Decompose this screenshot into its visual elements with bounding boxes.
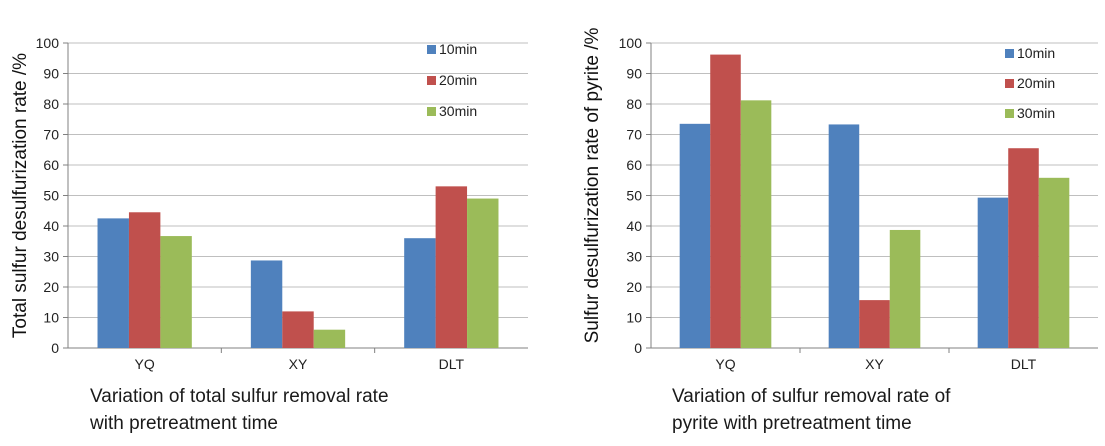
y-axis-title: Sulfur desulfurization rate of pyrite /%: [582, 28, 603, 344]
bar-yq-10min: [97, 218, 129, 348]
legend-label-20min: 20min: [439, 72, 477, 88]
legend-label-10min: 10min: [439, 41, 477, 57]
y-tick-label: 10: [626, 310, 642, 326]
legend-label-20min: 20min: [1017, 75, 1055, 91]
chart-caption: Variation of sulfur removal rate of pyri…: [672, 383, 1067, 437]
bar-xy-30min: [313, 329, 346, 348]
y-tick-label: 80: [626, 96, 642, 112]
y-tick-label: 70: [43, 127, 59, 143]
y-tick-label: 40: [626, 218, 642, 234]
y-tick-label: 60: [626, 157, 642, 173]
x-tick-label: DLT: [1011, 356, 1037, 372]
y-tick-label: 80: [43, 96, 59, 112]
y-tick-label: 30: [626, 249, 642, 265]
chart-caption: Variation of total sulfur removal rate w…: [90, 383, 470, 437]
bar-dlt-20min: [435, 186, 468, 348]
legend-swatch-10min: [427, 45, 436, 54]
x-tick-label: DLT: [439, 356, 465, 372]
bar-yq-20min: [710, 54, 741, 349]
y-tick-label: 20: [43, 279, 59, 295]
legend-label-30min: 30min: [439, 103, 477, 119]
legend-swatch-20min: [427, 76, 436, 85]
bar-dlt-10min: [404, 238, 436, 348]
y-tick-label: 10: [43, 310, 59, 326]
caption-line-2: pyrite with pretreatment time: [672, 413, 912, 434]
chart-pyrite-sulfur: 0 10 20 30 40 50 60 70 80 90 100 YQ XY DLT Sulfur desu…: [582, 28, 1098, 372]
y-tick-label: 0: [51, 340, 59, 356]
y-tick-label: 50: [626, 188, 642, 204]
legend-label-10min: 10min: [1017, 45, 1055, 61]
y-tick-label: 40: [43, 218, 59, 234]
bar-dlt-20min: [1008, 148, 1039, 348]
bar-xy-30min: [889, 229, 921, 348]
chart-panel-total-sulfur: 0 10 20 30 40 50 60 70 80 90 100 YQ XY DLT Total sulfu…: [10, 35, 528, 437]
legend-swatch-10min: [1005, 49, 1014, 58]
chart-total-sulfur: 0 10 20 30 40 50 60 70 80 90 100 YQ XY DLT Total sulfu…: [10, 35, 528, 372]
y-tick-label: 20: [626, 279, 642, 295]
y-axis-title: Total sulfur desulfurization rate /%: [10, 53, 31, 338]
y-tick-label: 90: [626, 66, 642, 82]
y-tick-label: 100: [36, 35, 60, 51]
bar-xy-20min: [282, 311, 314, 348]
bar-yq-10min: [679, 123, 711, 348]
y-tick-label: 70: [626, 127, 642, 143]
x-tick-label: XY: [865, 356, 884, 372]
bar-xy-10min: [250, 260, 283, 348]
caption-line-1: Variation of sulfur removal rate of: [672, 386, 951, 407]
bar-yq-30min: [160, 236, 192, 348]
legend-swatch-20min: [1005, 79, 1014, 88]
bar-dlt-30min: [467, 198, 499, 348]
y-tick-label: 100: [619, 35, 643, 51]
bar-dlt-10min: [977, 197, 1009, 348]
caption-line-2: with pretreatment time: [90, 413, 278, 434]
bar-yq-20min: [128, 212, 161, 348]
bar-xy-20min: [859, 300, 890, 348]
legend-label-30min: 30min: [1017, 105, 1055, 121]
bar-yq-30min: [740, 100, 772, 348]
bar-dlt-30min: [1038, 177, 1070, 348]
x-tick-label: XY: [289, 356, 308, 372]
y-tick-label: 50: [43, 188, 59, 204]
y-tick-label: 60: [43, 157, 59, 173]
caption-line-1: Variation of total sulfur removal rate: [90, 386, 389, 407]
y-tick-label: 90: [43, 66, 59, 82]
bar-xy-10min: [828, 124, 860, 348]
x-tick-label: YQ: [135, 356, 155, 372]
y-tick-label: 30: [43, 249, 59, 265]
legend-swatch-30min: [427, 107, 436, 116]
legend-swatch-30min: [1005, 109, 1014, 118]
x-tick-label: YQ: [715, 356, 735, 372]
chart-panel-pyrite-sulfur: 0 10 20 30 40 50 60 70 80 90 100 YQ XY DLT Sulfur desu…: [572, 0, 1105, 446]
y-tick-label: 0: [634, 340, 642, 356]
